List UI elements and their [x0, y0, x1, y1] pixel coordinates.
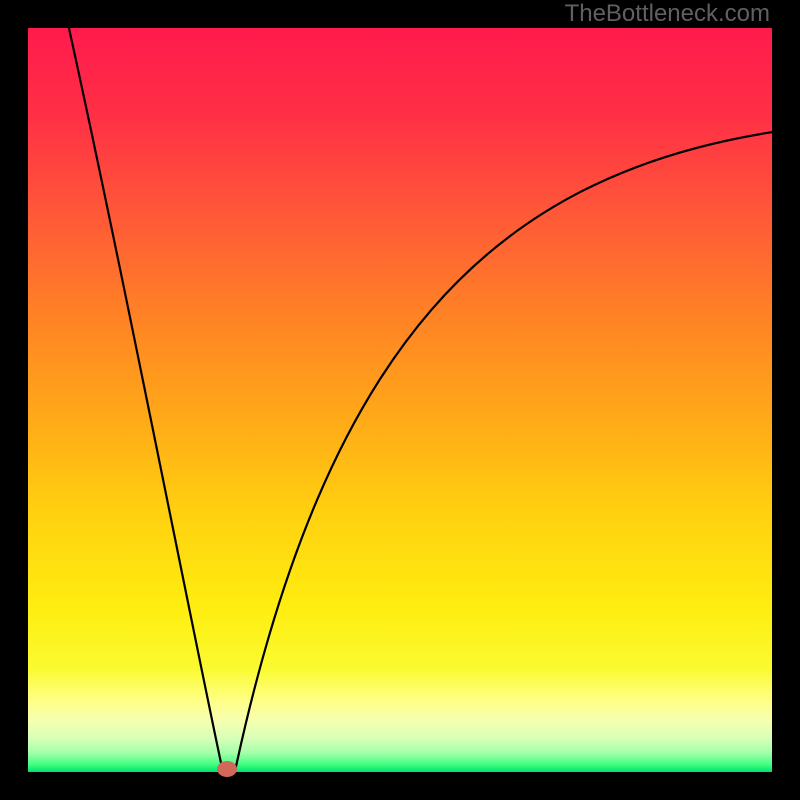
- watermark-text: TheBottleneck.com: [565, 0, 770, 28]
- plot-area: [28, 28, 772, 772]
- gradient-background: [28, 28, 772, 772]
- curve-svg: [28, 28, 772, 772]
- chart-root: { "canvas": { "width": 800, "height": 80…: [0, 0, 800, 800]
- minimum-marker: [217, 761, 237, 777]
